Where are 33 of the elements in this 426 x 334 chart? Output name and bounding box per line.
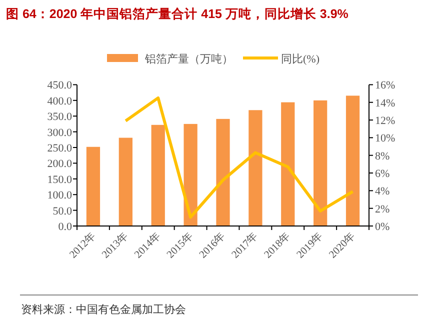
bar [118,138,132,226]
y2-tick-label: 6% [375,168,390,180]
bar [314,100,328,226]
y2-tick-label: 8% [375,150,390,162]
y-tick-label: 350.0 [47,111,72,124]
y-tick-label: 450.0 [47,80,72,92]
y2-tick-label: 4% [375,186,390,198]
bar [346,96,360,226]
y-tick-label: 50.0 [52,205,72,218]
bar [184,124,198,226]
bar [216,118,230,226]
y2-tick-label: 10% [375,132,396,145]
legend-label: 同比(%) [281,52,320,66]
line-series [124,96,354,219]
y2-tick-label: 16% [375,80,396,92]
bar [151,124,165,226]
y-tick-label: 0.0 [58,221,72,233]
y-tick-label: 400.0 [47,95,72,108]
bar [248,110,262,226]
chart-title: 图 64：2020 年中国铝箔产量合计 415 万吨，同比增长 3.9% [6,6,348,21]
bar [86,146,100,226]
y-tick-label: 150.0 [47,174,72,186]
y2-tick-label: 12% [375,115,396,128]
bar [281,102,295,226]
text: 资料来源：中国有色金属加工协会 [21,303,186,316]
y2-tick-label: 2% [375,203,390,216]
legend-label: 铝箔产量（万吨） [144,52,233,66]
y2-tick-label: 14% [375,97,396,110]
y2-tick-label: 0% [375,221,390,233]
y-tick-label: 300.0 [47,126,72,139]
y-tick-label: 100.0 [47,190,72,202]
y-tick-label: 250.0 [47,142,72,154]
y-tick-label: 200.0 [47,158,72,170]
